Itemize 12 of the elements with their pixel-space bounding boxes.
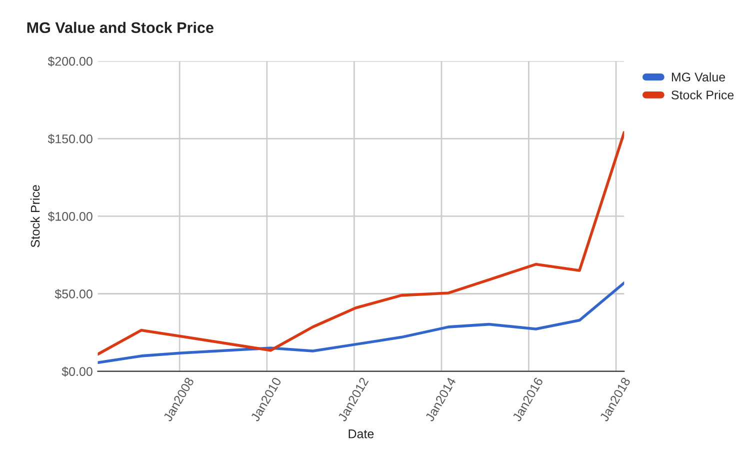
y-tick-label: $0.00 bbox=[62, 366, 92, 377]
y-tick-label: $200.00 bbox=[48, 56, 92, 66]
y-tick-label: $50.00 bbox=[54, 289, 92, 300]
legend-label: MG Value bbox=[672, 72, 726, 82]
y-tick-label: $100.00 bbox=[48, 211, 92, 222]
line-series bbox=[98, 282, 624, 364]
line-series bbox=[98, 131, 624, 356]
x-axis-title: Date bbox=[348, 430, 374, 438]
legend-label: Stock Price bbox=[672, 90, 734, 100]
y-tick-label: $150.00 bbox=[48, 134, 92, 144]
y-axis-title: Stock Price bbox=[30, 185, 40, 248]
chart-title: MG Value and Stock Price bbox=[27, 22, 214, 34]
